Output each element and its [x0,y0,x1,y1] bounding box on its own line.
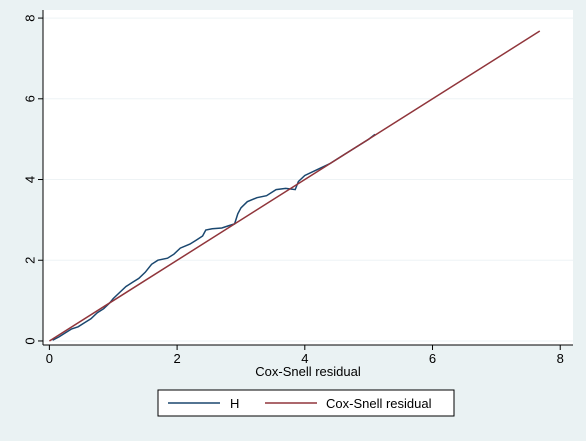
axes: 0 2 4 6 8 0 2 4 6 8 [22,10,573,366]
series-lines [48,30,541,342]
x-tick-label-6: 6 [429,351,436,366]
y-tick-label-2: 2 [22,257,37,264]
y-tick-label-4: 4 [22,176,37,183]
y-tick-label-0: 0 [22,337,37,344]
series-line-cox-snell [48,30,541,342]
x-tick-label-4: 4 [301,351,308,366]
legend-label-h: H [230,396,239,411]
y-tick-label-8: 8 [22,14,37,21]
y-tick-label-6: 6 [22,95,37,102]
x-tick-label-2: 2 [173,351,180,366]
legend: H Cox-Snell residual [157,389,455,417]
legend-label-cox-snell: Cox-Snell residual [326,396,432,411]
x-axis-title: Cox-Snell residual [255,364,361,379]
gridlines [43,17,573,342]
x-tick-label-0: 0 [46,351,53,366]
x-tick-label-8: 8 [557,351,564,366]
